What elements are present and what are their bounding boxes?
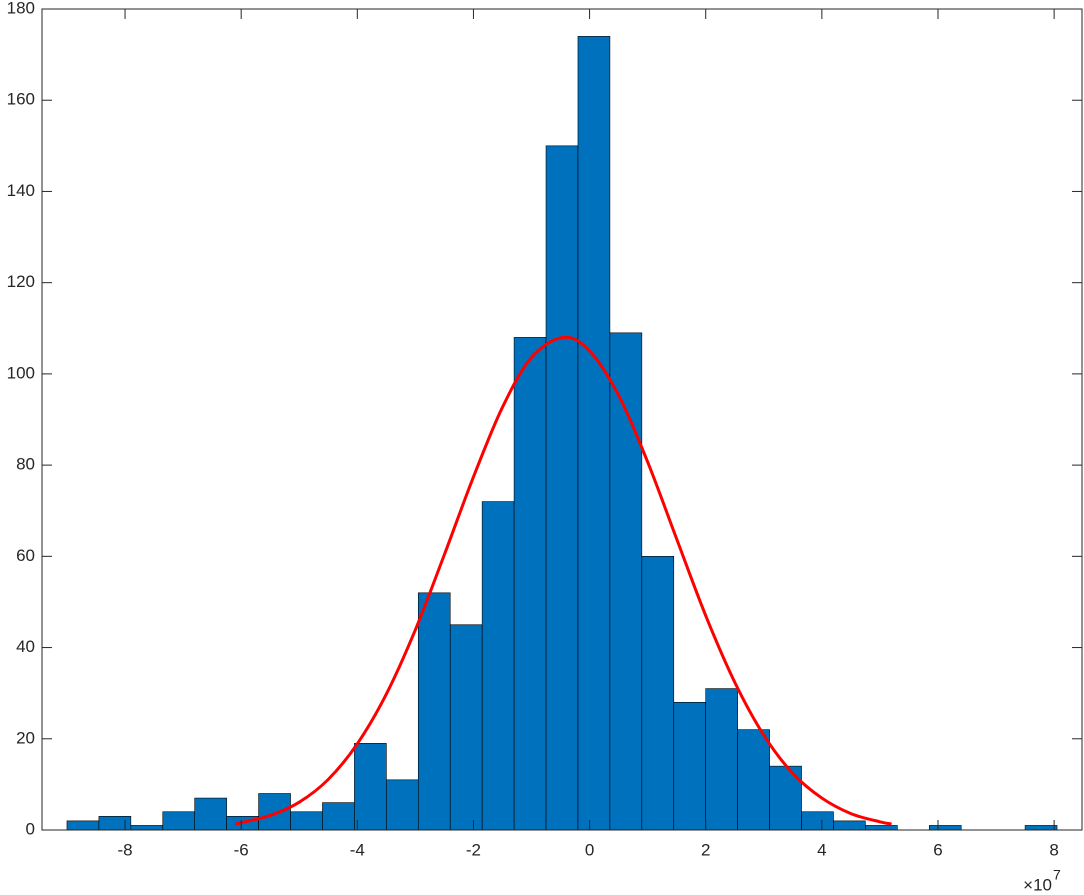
y-tick-label: 140 (7, 181, 35, 200)
fit-curve (235, 335, 892, 826)
x-tick-label: 6 (933, 840, 942, 859)
bar (322, 802, 355, 831)
bar (449, 624, 483, 831)
bar (609, 332, 643, 831)
x-tick-label: -4 (350, 840, 365, 859)
bar (258, 793, 291, 831)
bar (737, 729, 770, 831)
y-tick-label: 0 (26, 819, 35, 838)
bar (417, 592, 451, 831)
x-tick-label: 2 (701, 840, 710, 859)
axes-box (41, 8, 1083, 831)
bar (1024, 825, 1058, 831)
y-tick-label: 100 (7, 363, 35, 382)
bar (98, 816, 132, 831)
y-tick-label: 60 (16, 546, 35, 565)
y-tick-label: 40 (16, 637, 35, 656)
bar (545, 145, 579, 831)
bar (162, 811, 196, 831)
bar (833, 820, 866, 831)
x-tick-label: 4 (817, 840, 826, 859)
bar (801, 811, 834, 831)
bar (577, 36, 611, 831)
x-tick-label: 8 (1049, 840, 1058, 859)
bar (66, 820, 100, 831)
x-tick-label: -8 (117, 840, 132, 859)
bar (513, 337, 547, 831)
bar (928, 825, 962, 831)
bar (290, 811, 323, 831)
bar (641, 556, 675, 831)
x-tick-label: 0 (585, 840, 594, 859)
bar (194, 797, 227, 831)
bar (865, 825, 898, 831)
x-tick-label: -2 (466, 840, 481, 859)
y-tick-label: 180 (7, 0, 35, 17)
bar (130, 825, 164, 831)
bar (673, 701, 707, 831)
bar (354, 743, 387, 831)
y-tick-label: 120 (7, 272, 35, 291)
y-tick-label: 20 (16, 728, 35, 747)
y-tick-label: 160 (7, 90, 35, 109)
x-tick-label: -6 (234, 840, 249, 859)
bar (705, 688, 738, 831)
bar (386, 779, 419, 831)
bar (481, 501, 515, 831)
y-tick-label: 80 (16, 455, 35, 474)
x-exponent-base: ×10 (1023, 875, 1052, 894)
x-exponent-power: 7 (1053, 867, 1061, 883)
